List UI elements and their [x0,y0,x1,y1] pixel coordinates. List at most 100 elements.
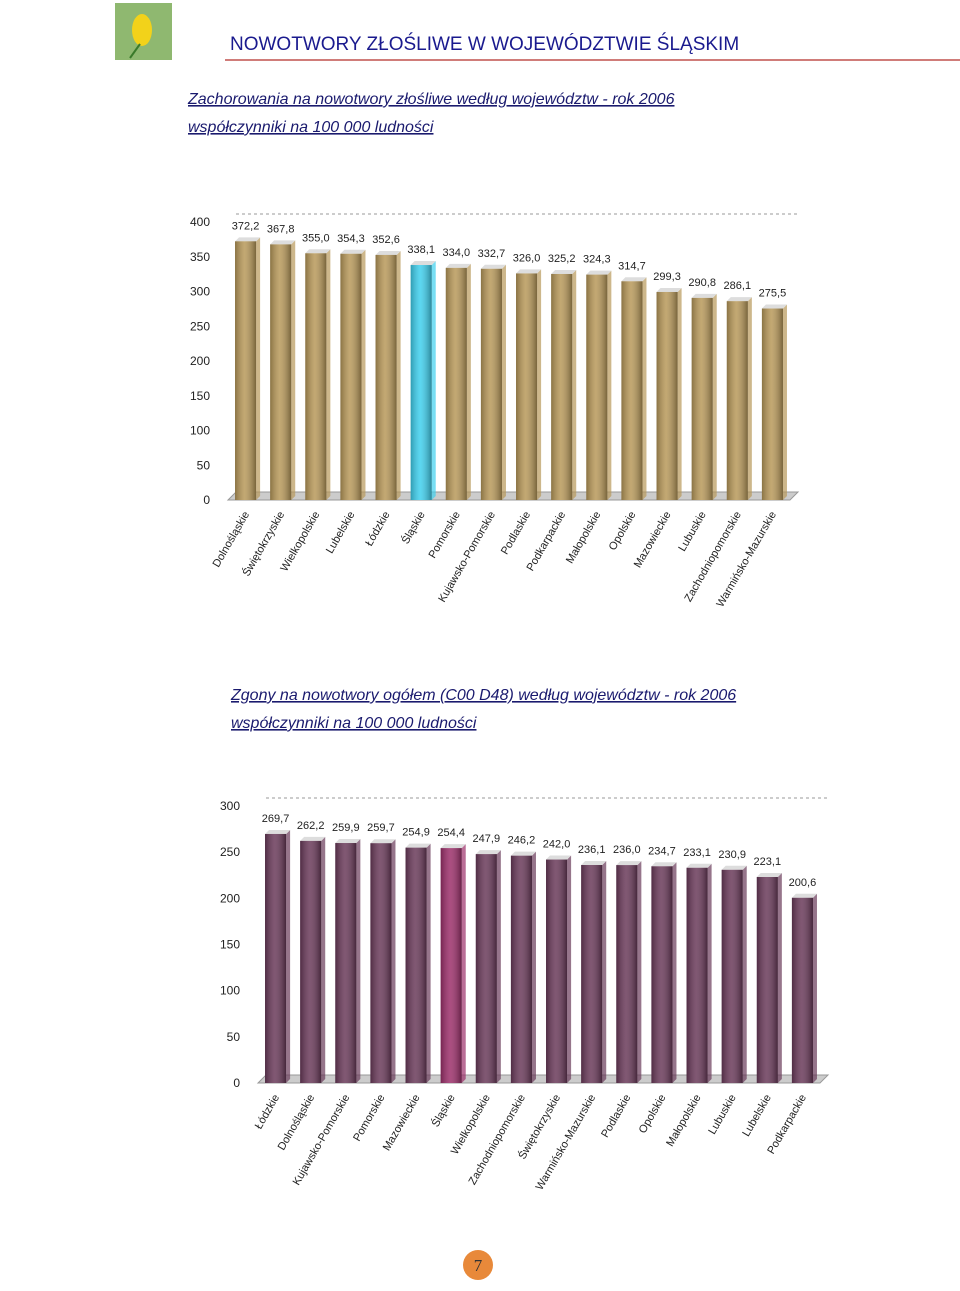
x-tick-label: Lubuskie [706,1093,738,1137]
bar-side [361,249,366,500]
chart-subtitle: współczynniki na 100 000 ludności [188,119,434,136]
bar-cap [405,843,431,848]
value-label: 367,8 [267,223,295,235]
bar-side [426,843,431,1083]
x-tick-label: Opolskie [637,1093,669,1136]
bar-side [461,844,466,1083]
bar-side [321,836,326,1083]
value-label: 286,1 [724,280,752,292]
logo-flower [132,14,152,46]
y-tick-label: 250 [190,319,210,333]
value-label: 236,0 [613,844,641,856]
bar-shade [546,859,568,1083]
bar-cap [480,264,506,269]
bar-shade [581,865,603,1083]
bar-shade [370,843,392,1083]
bar-shade [656,291,678,500]
bar-shade [475,854,497,1083]
bar-cap [651,862,677,867]
bar-cap [551,269,577,274]
value-label: 233,1 [683,847,711,859]
value-label: 223,1 [754,856,782,868]
value-label: 325,2 [548,253,576,265]
x-tick-label: Lubuskie [676,510,708,554]
chart-title: Zachorowania na nowotwory złośliwe wedłu… [187,91,675,108]
x-tick-label: Śląskie [429,1092,458,1129]
value-label: 254,4 [437,827,465,839]
bar-cap [440,844,466,849]
x-tick-label: Opolskie [607,510,639,553]
bar-side [326,249,331,500]
value-label: 338,1 [407,244,435,256]
value-label: 254,9 [402,827,430,839]
bar-cap [621,277,647,282]
bar-side [747,297,752,500]
bar-cap [761,304,787,309]
bar-side [531,851,536,1083]
bar-cap [586,270,612,275]
y-tick-label: 100 [220,984,240,998]
value-label: 230,9 [718,849,746,861]
value-label: 236,1 [578,844,606,856]
logo-stem [129,43,141,59]
y-tick-label: 100 [190,424,210,438]
bar-cap [726,297,752,302]
value-label: 262,2 [297,820,325,832]
y-tick-label: 150 [190,389,210,403]
y-tick-label: 0 [233,1076,240,1090]
x-tick-label: Pomorskie [427,510,463,561]
bar-side [396,250,401,500]
value-label: 259,9 [332,822,360,834]
bar-cap [691,293,717,298]
chart-title: Zgony na nowotwory ogółem (C00 D48) wedł… [230,687,736,704]
bar-cap [546,855,572,860]
bar-cap [656,287,682,292]
page-badge [463,1250,493,1280]
bar-cap [686,863,712,868]
y-tick-label: 200 [190,354,210,368]
value-label: 299,3 [653,271,681,283]
value-label: 332,7 [478,248,506,260]
x-tick-label: Małopolskie [564,510,603,566]
bar-shade [586,274,608,500]
value-label: 200,6 [789,877,817,889]
bar-shade [791,897,813,1083]
bar-side [607,270,612,500]
bar-cap [475,850,501,855]
bar-cap [510,851,536,856]
x-tick-label: Łódzkie [363,510,392,549]
bar-shade [270,244,292,500]
x-tick-label: Pomorskie [351,1093,387,1144]
bar-side [712,293,717,500]
y-tick-label: 50 [197,458,211,472]
x-tick-label: Lubelskie [740,1093,774,1139]
chart-subtitle: współczynniki na 100 000 ludności [231,715,477,732]
bar-shade [691,297,713,500]
x-tick-label: Małopolskie [664,1093,703,1149]
value-label: 234,7 [648,845,676,857]
bar-side [707,863,712,1083]
x-tick-label: Podlaskie [499,510,533,557]
value-label: 290,8 [688,277,716,289]
page-title: NOWOTWORY ZŁOŚLIWE W WOJEWÓDZTWIE ŚLĄSKI… [230,33,739,55]
bar-side [567,855,572,1083]
bar-side [672,862,677,1083]
value-label: 372,2 [232,220,260,232]
value-label: 259,7 [367,822,395,834]
bar-side [572,269,577,500]
bar-cap [581,861,607,866]
bar-shade [265,833,287,1083]
bar-cap [756,873,782,878]
bar-cap [791,893,817,898]
bar-shade [686,867,708,1083]
bar-side [466,263,471,500]
bar-shade [721,869,743,1083]
bar-cap [445,263,471,268]
bar-shade [651,866,673,1083]
x-tick-label: Dolnośląskie [211,510,253,570]
bar-cap [335,839,361,844]
bar-side [637,861,642,1083]
bar-side [286,829,291,1083]
bar-cap [721,865,747,870]
